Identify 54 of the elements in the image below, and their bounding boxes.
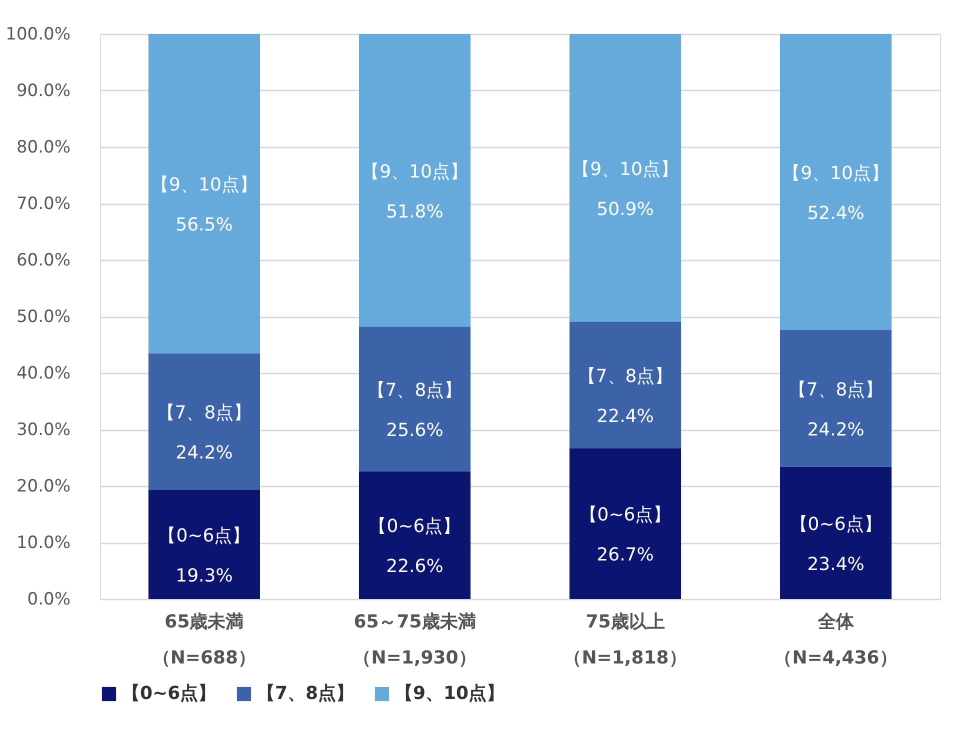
bar	[148, 490, 260, 599]
bar	[148, 34, 260, 354]
text: 【0~6点】	[158, 525, 250, 546]
data-label: 23.4%	[807, 554, 864, 575]
y-tick-label: 100.0%	[6, 24, 70, 44]
text: 【7、8点】	[578, 366, 673, 387]
data-label: 52.4%	[807, 203, 864, 224]
legend-label: 【9、10点】	[395, 683, 505, 704]
y-tick-label: 40.0%	[16, 364, 70, 384]
bar	[569, 34, 682, 322]
text: 【9、10点】	[572, 158, 678, 180]
y-tick-label: 0.0%	[27, 590, 70, 610]
text: 【7、8点】	[156, 402, 252, 424]
y-tick-label: 90.0%	[16, 81, 70, 101]
bar	[358, 34, 471, 327]
text: 【9、10点】	[782, 163, 889, 184]
data-label: 51.8%	[386, 201, 444, 222]
y-tick-label: 20.0%	[16, 476, 70, 496]
x-tick-label: 75歳以上（N=1,818）	[564, 612, 687, 668]
y-tick-label: 60.0%	[16, 250, 70, 270]
data-label: 56.5%	[176, 214, 233, 236]
text: 【7、8点】	[367, 380, 462, 401]
text: 【7、8点】	[788, 379, 884, 400]
legend-label: 【7、8点】	[257, 683, 354, 704]
y-tick-label: 50.0%	[16, 307, 70, 327]
y-tick-label: 80.0%	[16, 138, 70, 158]
data-label: 22.4%	[596, 406, 654, 427]
data-label: 24.2%	[807, 419, 864, 440]
y-tick-label: 30.0%	[16, 420, 70, 440]
text: 【0~6点】	[579, 504, 672, 526]
x-tick-label: 65～75歳未満（N=1,930）	[353, 612, 476, 668]
data-label: 26.7%	[596, 544, 654, 566]
bar	[569, 448, 682, 599]
text: 【9、10点】	[151, 174, 258, 196]
text: 【0~6点】	[368, 516, 461, 538]
bar	[148, 353, 260, 490]
bar	[780, 330, 892, 467]
bar	[569, 322, 682, 448]
x-tick-label: 全体（N=4,436）	[774, 612, 898, 668]
text: 【0~6点】	[790, 514, 882, 535]
x-tick-label: 65歳未満（N=688）	[152, 612, 256, 668]
data-label: 22.6%	[386, 556, 444, 578]
legend-label: 【0~6点】	[122, 683, 216, 704]
bar	[780, 34, 892, 330]
data-label: 24.2%	[176, 442, 233, 464]
bar	[358, 326, 471, 472]
y-tick-label: 70.0%	[16, 194, 70, 214]
bar	[780, 466, 892, 599]
data-label: 19.3%	[176, 565, 233, 586]
data-label: 50.9%	[596, 198, 654, 220]
data-label: 25.6%	[386, 420, 444, 441]
text: 【9、10点】	[362, 161, 468, 182]
bar	[358, 471, 471, 599]
y-tick-label: 10.0%	[16, 533, 70, 553]
